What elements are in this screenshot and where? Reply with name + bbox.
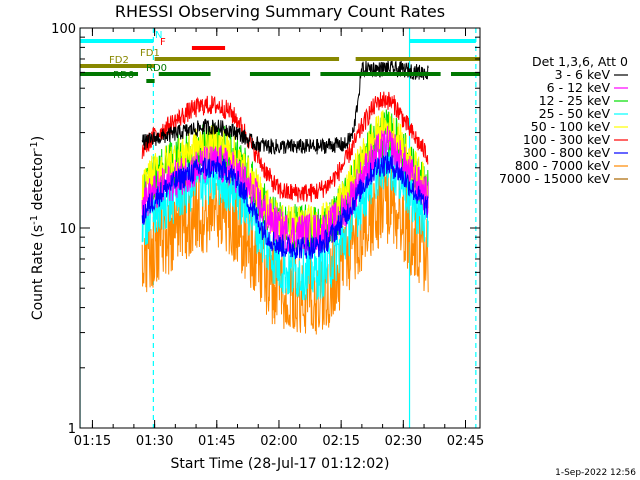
legend-label-7000-15000-kev: 7000 - 15000 keV <box>499 171 610 186</box>
legend-label-12-25-kev: 12 - 25 keV <box>539 93 611 108</box>
legend-label-6-12-kev: 6 - 12 keV <box>547 80 611 95</box>
flag-label-f: F <box>160 37 166 48</box>
x-tick-label: 01:15 <box>74 434 111 449</box>
series-line-3-6-kev <box>141 59 429 155</box>
axis-ticks: 1 10 100 01:15 01:30 01:45 02:00 02:15 02:30 02:4… <box>51 22 484 449</box>
legend-label-25-50-kev: 25 - 50 keV <box>539 106 611 121</box>
footer-timestamp: 1-Sep-2022 12:56 <box>555 468 636 478</box>
x-tick-label: 02:30 <box>385 434 422 449</box>
legend-header: Det 1,3,6, Att 0 <box>532 54 628 69</box>
x-axis-label: Start Time (28-Jul-17 01:12:02) <box>170 456 389 472</box>
y-tick-label: 1 <box>68 422 76 437</box>
x-tick-label: 01:30 <box>136 434 173 449</box>
legend-label-100-300-kev: 100 - 300 keV <box>523 132 611 147</box>
x-tick-label: 02:15 <box>322 434 359 449</box>
y-axis-label: Count Rate (s-1 detector-1) <box>29 136 47 320</box>
flag-label-fd1: FD1 <box>140 48 160 59</box>
flag-label-n: N <box>155 30 162 41</box>
flag-label-rd6: RD6 <box>113 70 134 81</box>
flag-label-fd2: FD2 <box>109 55 129 66</box>
x-tick-label: 02:00 <box>260 434 297 449</box>
legend-label-50-100-kev: 50 - 100 keV <box>531 119 611 134</box>
y-tick-label: 100 <box>51 22 76 37</box>
chart-title: RHESSI Observing Summary Count Rates <box>115 2 445 21</box>
flag-label-rd0: RD0 <box>146 63 167 74</box>
y-tick-label: 10 <box>59 222 76 237</box>
series-line-300-800-kev <box>141 152 429 260</box>
legend-label-3-6-kev: 3 - 6 keV <box>555 67 611 82</box>
series-line-100-300-kev <box>141 91 429 203</box>
x-tick-label: 02:45 <box>447 434 484 449</box>
legend-label-800-7000-kev: 800 - 7000 keV <box>515 158 611 173</box>
legend-label-300-800-kev: 300 - 800 keV <box>523 145 611 160</box>
x-tick-label: 01:45 <box>198 434 235 449</box>
